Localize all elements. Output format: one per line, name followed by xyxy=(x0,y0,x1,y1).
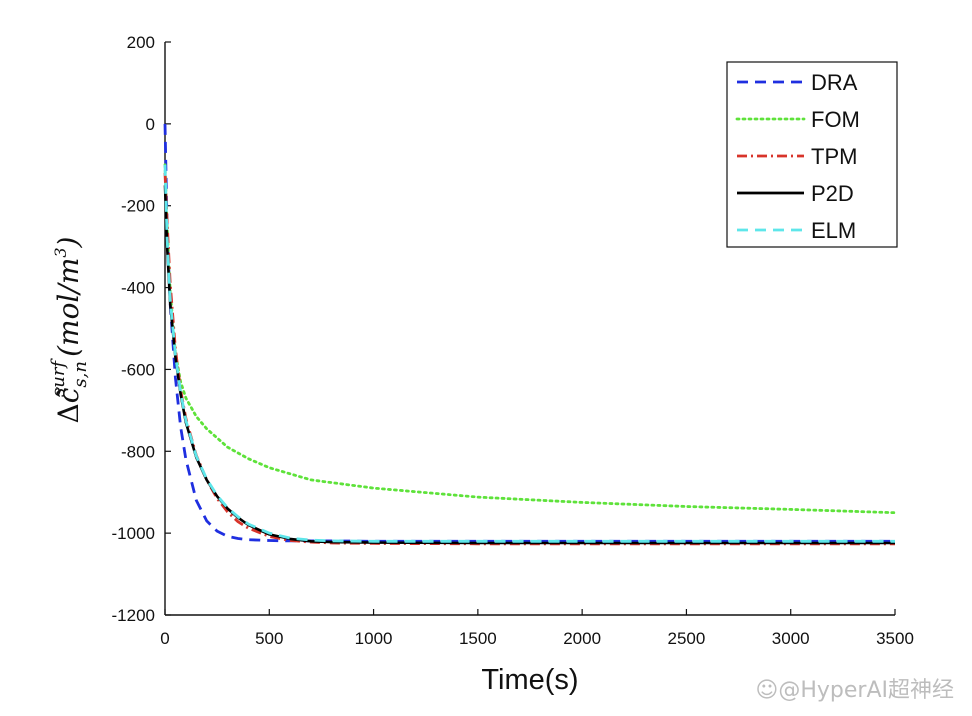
y-tick-label: 200 xyxy=(127,33,155,52)
x-tick-label: 0 xyxy=(160,629,169,648)
y-tick-label: -400 xyxy=(121,279,155,298)
x-tick-label: 3500 xyxy=(876,629,914,648)
y-title-units-exp: 3 xyxy=(51,247,70,257)
y-title-sub: s,n xyxy=(70,361,91,388)
y-axis-title-text: Δc̃s,nsurf(mol/m3) xyxy=(48,237,91,424)
legend: DRA FOM TPM P2D ELM xyxy=(726,61,898,248)
x-tick-label: 2500 xyxy=(668,629,706,648)
y-title-units: (mol/m xyxy=(52,258,85,357)
legend-label-p2d: P2D xyxy=(811,181,854,206)
y-title-c: c̃ xyxy=(52,386,85,403)
legend-box xyxy=(726,61,898,248)
x-tick-label: 1500 xyxy=(459,629,497,648)
y-axis-title: Δc̃s,nsurf(mol/m3) xyxy=(48,237,91,424)
x-tick-label: 1000 xyxy=(355,629,393,648)
y-tick-label: -600 xyxy=(121,360,155,379)
y-tick-label: -1000 xyxy=(112,524,155,543)
x-tick-label: 2000 xyxy=(563,629,601,648)
watermark: ☺@HyperAI超神经 xyxy=(755,678,954,703)
legend-label-dra: DRA xyxy=(811,70,858,95)
y-tick-label: -1200 xyxy=(112,606,155,625)
y-title-sup: surf xyxy=(48,358,69,397)
series-line-p2d xyxy=(163,185,895,545)
series-line-dra xyxy=(163,123,895,543)
x-tick-label: 3000 xyxy=(772,629,810,648)
y-tick-label: -800 xyxy=(121,442,155,461)
y-title-units-close: ) xyxy=(52,237,85,249)
x-tick-label: 500 xyxy=(255,629,283,648)
y-title-delta: Δ xyxy=(52,403,85,423)
legend-label-elm: ELM xyxy=(811,218,856,243)
legend-label-tpm: TPM xyxy=(811,144,857,169)
legend-label-fom: FOM xyxy=(811,107,860,132)
x-axis-title: Time(s) xyxy=(481,664,578,696)
y-tick-label: -200 xyxy=(121,197,155,216)
series-line-fom xyxy=(163,163,897,515)
series-layer xyxy=(163,123,897,546)
legend-items: DRA FOM TPM P2D ELM xyxy=(735,70,860,243)
y-tick-label: 0 xyxy=(146,115,155,134)
